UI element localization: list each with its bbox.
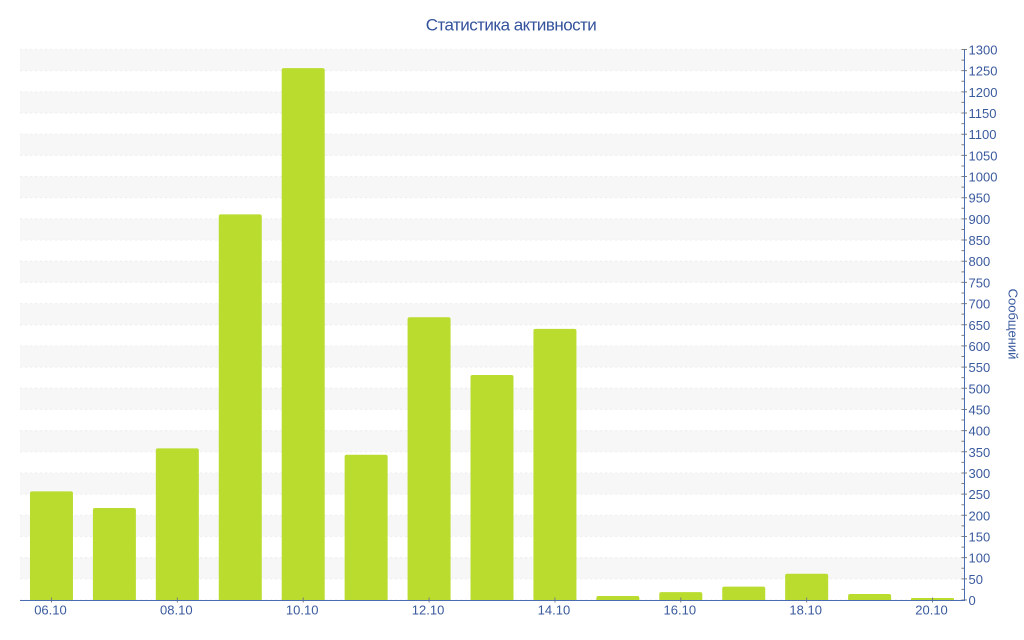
svg-text:08.10: 08.10: [160, 603, 193, 618]
svg-text:750: 750: [969, 275, 991, 290]
svg-text:950: 950: [969, 191, 991, 206]
svg-text:Статистика активности: Статистика активности: [426, 16, 597, 35]
svg-text:650: 650: [969, 318, 991, 333]
svg-text:100: 100: [969, 551, 991, 566]
svg-text:800: 800: [969, 254, 991, 269]
svg-text:1100: 1100: [969, 127, 997, 142]
svg-text:14.10: 14.10: [538, 603, 571, 618]
svg-text:12.10: 12.10: [412, 603, 445, 618]
svg-text:150: 150: [969, 529, 991, 544]
svg-text:550: 550: [969, 360, 991, 375]
svg-text:850: 850: [969, 233, 991, 248]
svg-text:350: 350: [969, 445, 991, 460]
svg-text:1300: 1300: [969, 43, 998, 58]
svg-text:20.10: 20.10: [915, 603, 948, 618]
svg-text:1200: 1200: [969, 85, 998, 100]
svg-text:18.10: 18.10: [789, 603, 822, 618]
svg-text:Сообщений: Сообщений: [1006, 289, 1021, 360]
svg-text:250: 250: [969, 487, 991, 502]
svg-text:400: 400: [969, 424, 991, 439]
svg-text:10.10: 10.10: [286, 603, 319, 618]
svg-text:50: 50: [969, 572, 983, 587]
svg-text:450: 450: [969, 402, 991, 417]
svg-text:0: 0: [969, 593, 976, 608]
svg-text:1000: 1000: [969, 170, 998, 185]
svg-text:900: 900: [969, 212, 991, 227]
svg-text:700: 700: [969, 297, 991, 312]
svg-text:1050: 1050: [969, 148, 998, 163]
svg-text:1150: 1150: [969, 106, 997, 121]
svg-text:16.10: 16.10: [664, 603, 697, 618]
svg-text:600: 600: [969, 339, 991, 354]
svg-text:200: 200: [969, 508, 991, 523]
svg-text:1250: 1250: [969, 64, 998, 79]
svg-text:06.10: 06.10: [34, 603, 67, 618]
svg-text:500: 500: [969, 381, 991, 396]
svg-text:300: 300: [969, 466, 991, 481]
